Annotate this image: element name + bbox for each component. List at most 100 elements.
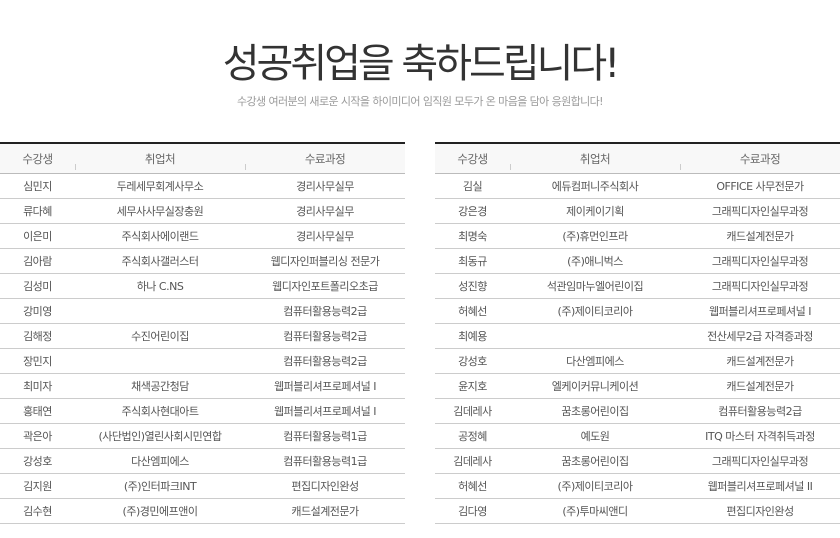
course-cell: 편집디자인완성 xyxy=(245,473,405,499)
course-cell: 컴퓨터활용능력1급 xyxy=(245,448,405,474)
student-name-cell: 김지원 xyxy=(0,473,75,499)
table-row: 허혜선 (주)제이티코리아 웹퍼블리셔프로페셔널 II xyxy=(435,473,840,499)
table-row: 이은미 주식회사에이랜드 경리사무실무 xyxy=(0,223,405,249)
table-row: 김수현 (주)경민에프앤이 캐드설계전문가 xyxy=(0,498,405,524)
employer-cell: 꿈초롱어린이집 xyxy=(510,398,680,424)
course-cell: 그래픽디자인실무과정 xyxy=(680,273,840,299)
table-row: 홍태연 주식회사현대아트 웹퍼블리셔프로페셔널 I xyxy=(0,398,405,424)
student-name-cell: 곽은아 xyxy=(0,423,75,449)
employer-cell: 채색공간청담 xyxy=(75,373,245,399)
student-name-cell: 류다혜 xyxy=(0,198,75,224)
course-cell: 캐드설계전문가 xyxy=(245,498,405,524)
employer-cell: 주식회사갤러스터 xyxy=(75,248,245,274)
student-name-cell: 홍태연 xyxy=(0,398,75,424)
employer-cell xyxy=(75,298,245,324)
column-header-student: 수강생 xyxy=(0,142,75,174)
course-cell: 경리사무실무 xyxy=(245,198,405,224)
employer-cell: 주식회사현대아트 xyxy=(75,398,245,424)
course-cell: 컴퓨터활용능력1급 xyxy=(245,423,405,449)
course-cell: 웹퍼블리셔프로페셔널 II xyxy=(680,473,840,499)
course-cell: 웹디자인포트폴리오초급 xyxy=(245,273,405,299)
student-name-cell: 김해정 xyxy=(0,323,75,349)
student-name-cell: 김데레사 xyxy=(435,398,510,424)
table-row: 최동규 (주)애니벅스 그래픽디자인실무과정 xyxy=(435,248,840,274)
course-cell: 웹디자인퍼블리싱 전문가 xyxy=(245,248,405,274)
employer-cell: (주)인터파크INT xyxy=(75,473,245,499)
course-cell: 캐드설계전문가 xyxy=(680,348,840,374)
student-name-cell: 심민지 xyxy=(0,173,75,199)
employer-cell: 두레세무회계사무소 xyxy=(75,173,245,199)
table-header-row: 수강생 취업처 수료과정 xyxy=(0,142,405,174)
table-row: 김성미 하나 C.NS 웹디자인포트폴리오초급 xyxy=(0,273,405,299)
course-cell: 캐드설계전문가 xyxy=(680,373,840,399)
student-name-cell: 최미자 xyxy=(0,373,75,399)
student-name-cell: 최명숙 xyxy=(435,223,510,249)
student-name-cell: 김수현 xyxy=(0,498,75,524)
employer-cell: (주)제이티코리아 xyxy=(510,473,680,499)
table-row: 윤지호 엘케이커뮤니케이션 캐드설계전문가 xyxy=(435,373,840,399)
student-name-cell: 최예용 xyxy=(435,323,510,349)
column-header-employer: 취업처 xyxy=(75,142,245,174)
table-row: 류다혜 세무사사무실장충원 경리사무실무 xyxy=(0,198,405,224)
table-row: 김데레사 꿈초롱어린이집 그래픽디자인실무과정 xyxy=(435,448,840,474)
table-row: 김지원 (주)인터파크INT 편집디자인완성 xyxy=(0,473,405,499)
course-cell: 경리사무실무 xyxy=(245,173,405,199)
employer-cell: (주)경민에프앤이 xyxy=(75,498,245,524)
student-name-cell: 최동규 xyxy=(435,248,510,274)
column-header-course: 수료과정 xyxy=(245,142,405,174)
course-cell: 웹퍼블리셔프로페셔널 I xyxy=(680,298,840,324)
employer-cell: 다산엠피에스 xyxy=(510,348,680,374)
student-name-cell: 강성호 xyxy=(0,448,75,474)
table-row: 강은경 제이케이기획 그래픽디자인실무과정 xyxy=(435,198,840,224)
employer-cell: (주)제이티코리아 xyxy=(510,298,680,324)
employer-cell: (주)투마씨앤디 xyxy=(510,498,680,524)
student-name-cell: 김다영 xyxy=(435,498,510,524)
course-cell: 그래픽디자인실무과정 xyxy=(680,248,840,274)
table-row: 심민지 두레세무회계사무소 경리사무실무 xyxy=(0,173,405,199)
course-cell: 컴퓨터활용능력2급 xyxy=(680,398,840,424)
column-header-employer: 취업처 xyxy=(510,142,680,174)
table-row: 최명숙 (주)휴먼인프라 캐드설계전문가 xyxy=(435,223,840,249)
student-name-cell: 김성미 xyxy=(0,273,75,299)
course-cell: 웹퍼블리셔프로페셔널 I xyxy=(245,373,405,399)
student-name-cell: 윤지호 xyxy=(435,373,510,399)
course-cell: 전산세무2급 자격증과정 xyxy=(680,323,840,349)
course-cell: 컴퓨터활용능력2급 xyxy=(245,323,405,349)
table-header-row: 수강생 취업처 수료과정 xyxy=(435,142,840,174)
employment-table-left: 수강생 취업처 수료과정 심민지 두레세무회계사무소 경리사무실무 류다혜 세무사사무실… xyxy=(0,142,405,524)
course-cell: 컴퓨터활용능력2급 xyxy=(245,298,405,324)
column-header-student: 수강생 xyxy=(435,142,510,174)
table-row: 김해정 수진어린이집 컴퓨터활용능력2급 xyxy=(0,323,405,349)
student-name-cell: 이은미 xyxy=(0,223,75,249)
page-subtitle: 수강생 여러분의 새로운 시작을 하이미디어 임직원 모두가 온 마음을 담아 … xyxy=(237,95,604,108)
student-name-cell: 장민지 xyxy=(0,348,75,374)
table-row: 성진향 석관임마누엘어린이집 그래픽디자인실무과정 xyxy=(435,273,840,299)
employer-cell: 에듀컴퍼니주식회사 xyxy=(510,173,680,199)
student-name-cell: 성진향 xyxy=(435,273,510,299)
employer-cell: 엘케이커뮤니케이션 xyxy=(510,373,680,399)
table-row: 장민지 컴퓨터활용능력2급 xyxy=(0,348,405,374)
page-title: 성공취업을 축하드립니다! xyxy=(222,41,621,87)
table-row: 강성호 다산엠피에스 캐드설계전문가 xyxy=(435,348,840,374)
employer-cell: 석관임마누엘어린이집 xyxy=(510,273,680,299)
employer-cell: 세무사사무실장충원 xyxy=(75,198,245,224)
employer-cell: 제이케이기획 xyxy=(510,198,680,224)
student-name-cell: 강성호 xyxy=(435,348,510,374)
course-cell: 그래픽디자인실무과정 xyxy=(680,198,840,224)
employer-cell xyxy=(510,323,680,349)
column-header-course: 수료과정 xyxy=(680,142,840,174)
employer-cell: 꿈초롱어린이집 xyxy=(510,448,680,474)
employer-cell: 하나 C.NS xyxy=(75,273,245,299)
table-row: 김다영 (주)투마씨앤디 편집디자인완성 xyxy=(435,498,840,524)
student-name-cell: 허혜선 xyxy=(435,473,510,499)
employer-cell: (주)휴먼인프라 xyxy=(510,223,680,249)
course-cell: ITQ 마스터 자격취득과정 xyxy=(680,423,840,449)
employer-cell xyxy=(75,348,245,374)
student-name-cell: 허혜선 xyxy=(435,298,510,324)
student-name-cell: 공정혜 xyxy=(435,423,510,449)
table-row: 김데레사 꿈초롱어린이집 컴퓨터활용능력2급 xyxy=(435,398,840,424)
employer-cell: (사단법인)열린사회시민연합 xyxy=(75,423,245,449)
table-row: 강미영 컴퓨터활용능력2급 xyxy=(0,298,405,324)
employer-cell: 수진어린이집 xyxy=(75,323,245,349)
table-row: 공정혜 예도원 ITQ 마스터 자격취득과정 xyxy=(435,423,840,449)
